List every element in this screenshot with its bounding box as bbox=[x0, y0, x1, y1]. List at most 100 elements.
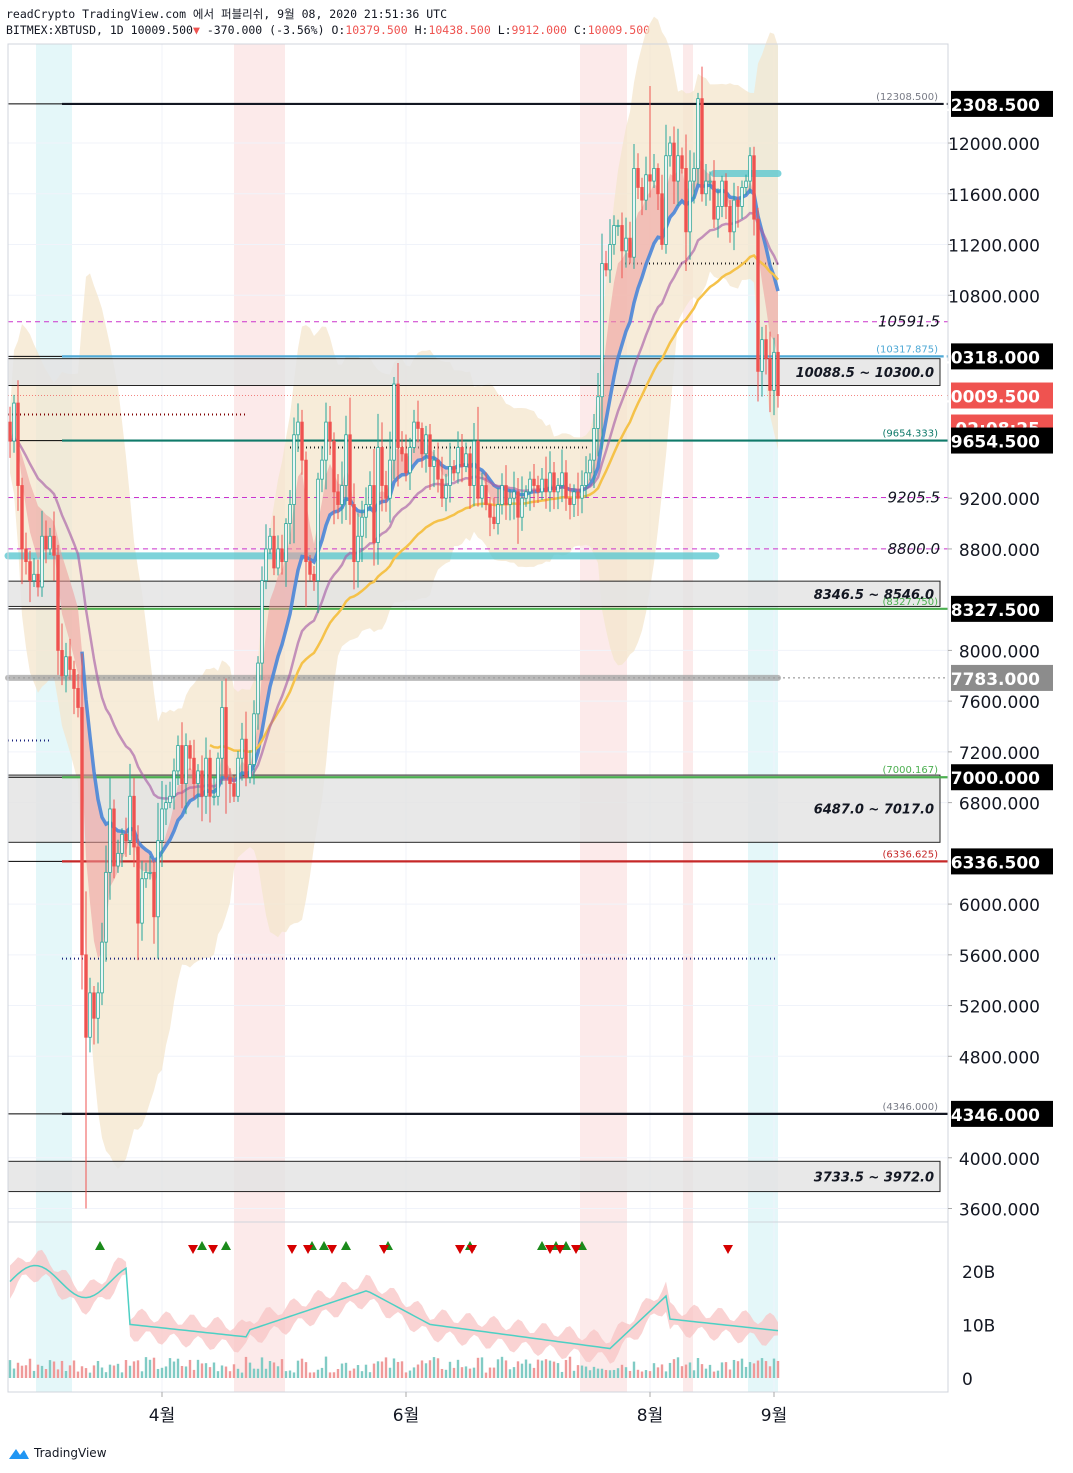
candle[interactable] bbox=[68, 656, 72, 670]
candle[interactable] bbox=[440, 478, 444, 499]
candle[interactable] bbox=[248, 764, 252, 778]
candle[interactable] bbox=[216, 757, 220, 797]
candle[interactable] bbox=[208, 757, 212, 797]
candle[interactable] bbox=[612, 225, 616, 245]
candle[interactable] bbox=[604, 263, 608, 271]
candle[interactable] bbox=[108, 808, 112, 873]
candle[interactable] bbox=[340, 485, 344, 505]
candle[interactable] bbox=[484, 485, 488, 505]
candle[interactable] bbox=[44, 535, 48, 550]
candle[interactable] bbox=[72, 669, 76, 689]
candle[interactable] bbox=[756, 218, 760, 372]
candle[interactable] bbox=[508, 497, 512, 505]
candle[interactable] bbox=[500, 485, 504, 505]
candle[interactable] bbox=[28, 561, 32, 582]
candle[interactable] bbox=[304, 459, 308, 563]
candle[interactable] bbox=[492, 516, 496, 524]
candle[interactable] bbox=[540, 478, 544, 493]
candle[interactable] bbox=[476, 440, 480, 499]
candle[interactable] bbox=[364, 504, 368, 518]
symbol-label[interactable]: BITMEX:XBTUSD, 1D bbox=[6, 23, 124, 37]
candle[interactable] bbox=[368, 485, 372, 505]
candle[interactable] bbox=[236, 757, 240, 797]
candle[interactable] bbox=[244, 738, 248, 778]
candle[interactable] bbox=[464, 453, 468, 467]
candle[interactable] bbox=[768, 358, 772, 391]
candle[interactable] bbox=[268, 535, 272, 550]
candle[interactable] bbox=[764, 339, 768, 360]
candle[interactable] bbox=[332, 440, 336, 493]
candle[interactable] bbox=[776, 351, 780, 396]
candle[interactable] bbox=[400, 447, 404, 455]
candle[interactable] bbox=[680, 155, 684, 169]
candle[interactable] bbox=[628, 237, 632, 258]
candle[interactable] bbox=[128, 795, 132, 842]
candle[interactable] bbox=[692, 168, 696, 182]
candle[interactable] bbox=[632, 168, 636, 258]
candle[interactable] bbox=[672, 142, 676, 182]
candle[interactable] bbox=[664, 155, 668, 245]
price-chart[interactable]: 10088.5 ~ 10300.0 8346.5 ~ 8546.0 6487.0 ~… bbox=[0, 0, 1073, 1440]
candle[interactable] bbox=[220, 707, 224, 759]
candle[interactable] bbox=[724, 180, 728, 207]
candle[interactable] bbox=[760, 339, 764, 372]
candle[interactable] bbox=[384, 485, 388, 499]
candle[interactable] bbox=[520, 497, 524, 518]
candle[interactable] bbox=[396, 383, 400, 448]
candle[interactable] bbox=[496, 504, 500, 524]
candle[interactable] bbox=[348, 434, 352, 505]
candle[interactable] bbox=[20, 485, 24, 550]
candle[interactable] bbox=[260, 580, 264, 664]
candle[interactable] bbox=[712, 180, 716, 220]
candle[interactable] bbox=[360, 516, 364, 537]
candle[interactable] bbox=[104, 871, 108, 943]
candle[interactable] bbox=[312, 573, 316, 582]
candle[interactable] bbox=[656, 168, 660, 195]
candle[interactable] bbox=[32, 573, 36, 582]
candle[interactable] bbox=[480, 485, 484, 499]
candle[interactable] bbox=[616, 225, 620, 227]
candle[interactable] bbox=[660, 193, 664, 245]
candle[interactable] bbox=[80, 707, 84, 956]
candle[interactable] bbox=[652, 168, 656, 182]
candle[interactable] bbox=[512, 491, 516, 499]
candle[interactable] bbox=[444, 485, 448, 499]
candle[interactable] bbox=[448, 466, 452, 486]
candle[interactable] bbox=[648, 174, 652, 182]
candle[interactable] bbox=[424, 434, 428, 455]
candle[interactable] bbox=[152, 871, 156, 918]
candle[interactable] bbox=[276, 548, 280, 569]
candle[interactable] bbox=[576, 491, 580, 499]
candle[interactable] bbox=[640, 187, 644, 201]
candle[interactable] bbox=[536, 485, 540, 493]
candle[interactable] bbox=[240, 738, 244, 759]
candle[interactable] bbox=[120, 833, 124, 854]
candle[interactable] bbox=[516, 491, 520, 518]
candle[interactable] bbox=[56, 554, 60, 651]
candle[interactable] bbox=[404, 453, 408, 474]
candle[interactable] bbox=[124, 833, 128, 842]
candle[interactable] bbox=[296, 421, 300, 436]
candle[interactable] bbox=[568, 497, 572, 505]
candle[interactable] bbox=[524, 491, 528, 499]
candle[interactable] bbox=[328, 421, 332, 442]
candle[interactable] bbox=[668, 142, 672, 157]
candle[interactable] bbox=[620, 225, 624, 252]
candle[interactable] bbox=[48, 535, 52, 550]
candle[interactable] bbox=[696, 98, 700, 169]
candle[interactable] bbox=[704, 180, 708, 195]
candle[interactable] bbox=[356, 535, 360, 563]
candle[interactable] bbox=[100, 941, 104, 994]
candle[interactable] bbox=[336, 491, 340, 505]
candle[interactable] bbox=[112, 808, 116, 867]
candle[interactable] bbox=[280, 548, 284, 563]
candle[interactable] bbox=[76, 688, 80, 708]
candle[interactable] bbox=[308, 561, 312, 575]
candle[interactable] bbox=[88, 992, 92, 1038]
candle[interactable] bbox=[284, 523, 288, 563]
candle[interactable] bbox=[192, 757, 196, 784]
candle[interactable] bbox=[160, 808, 164, 842]
candle[interactable] bbox=[64, 656, 68, 677]
candle[interactable] bbox=[84, 954, 88, 1038]
candle[interactable] bbox=[156, 840, 160, 918]
